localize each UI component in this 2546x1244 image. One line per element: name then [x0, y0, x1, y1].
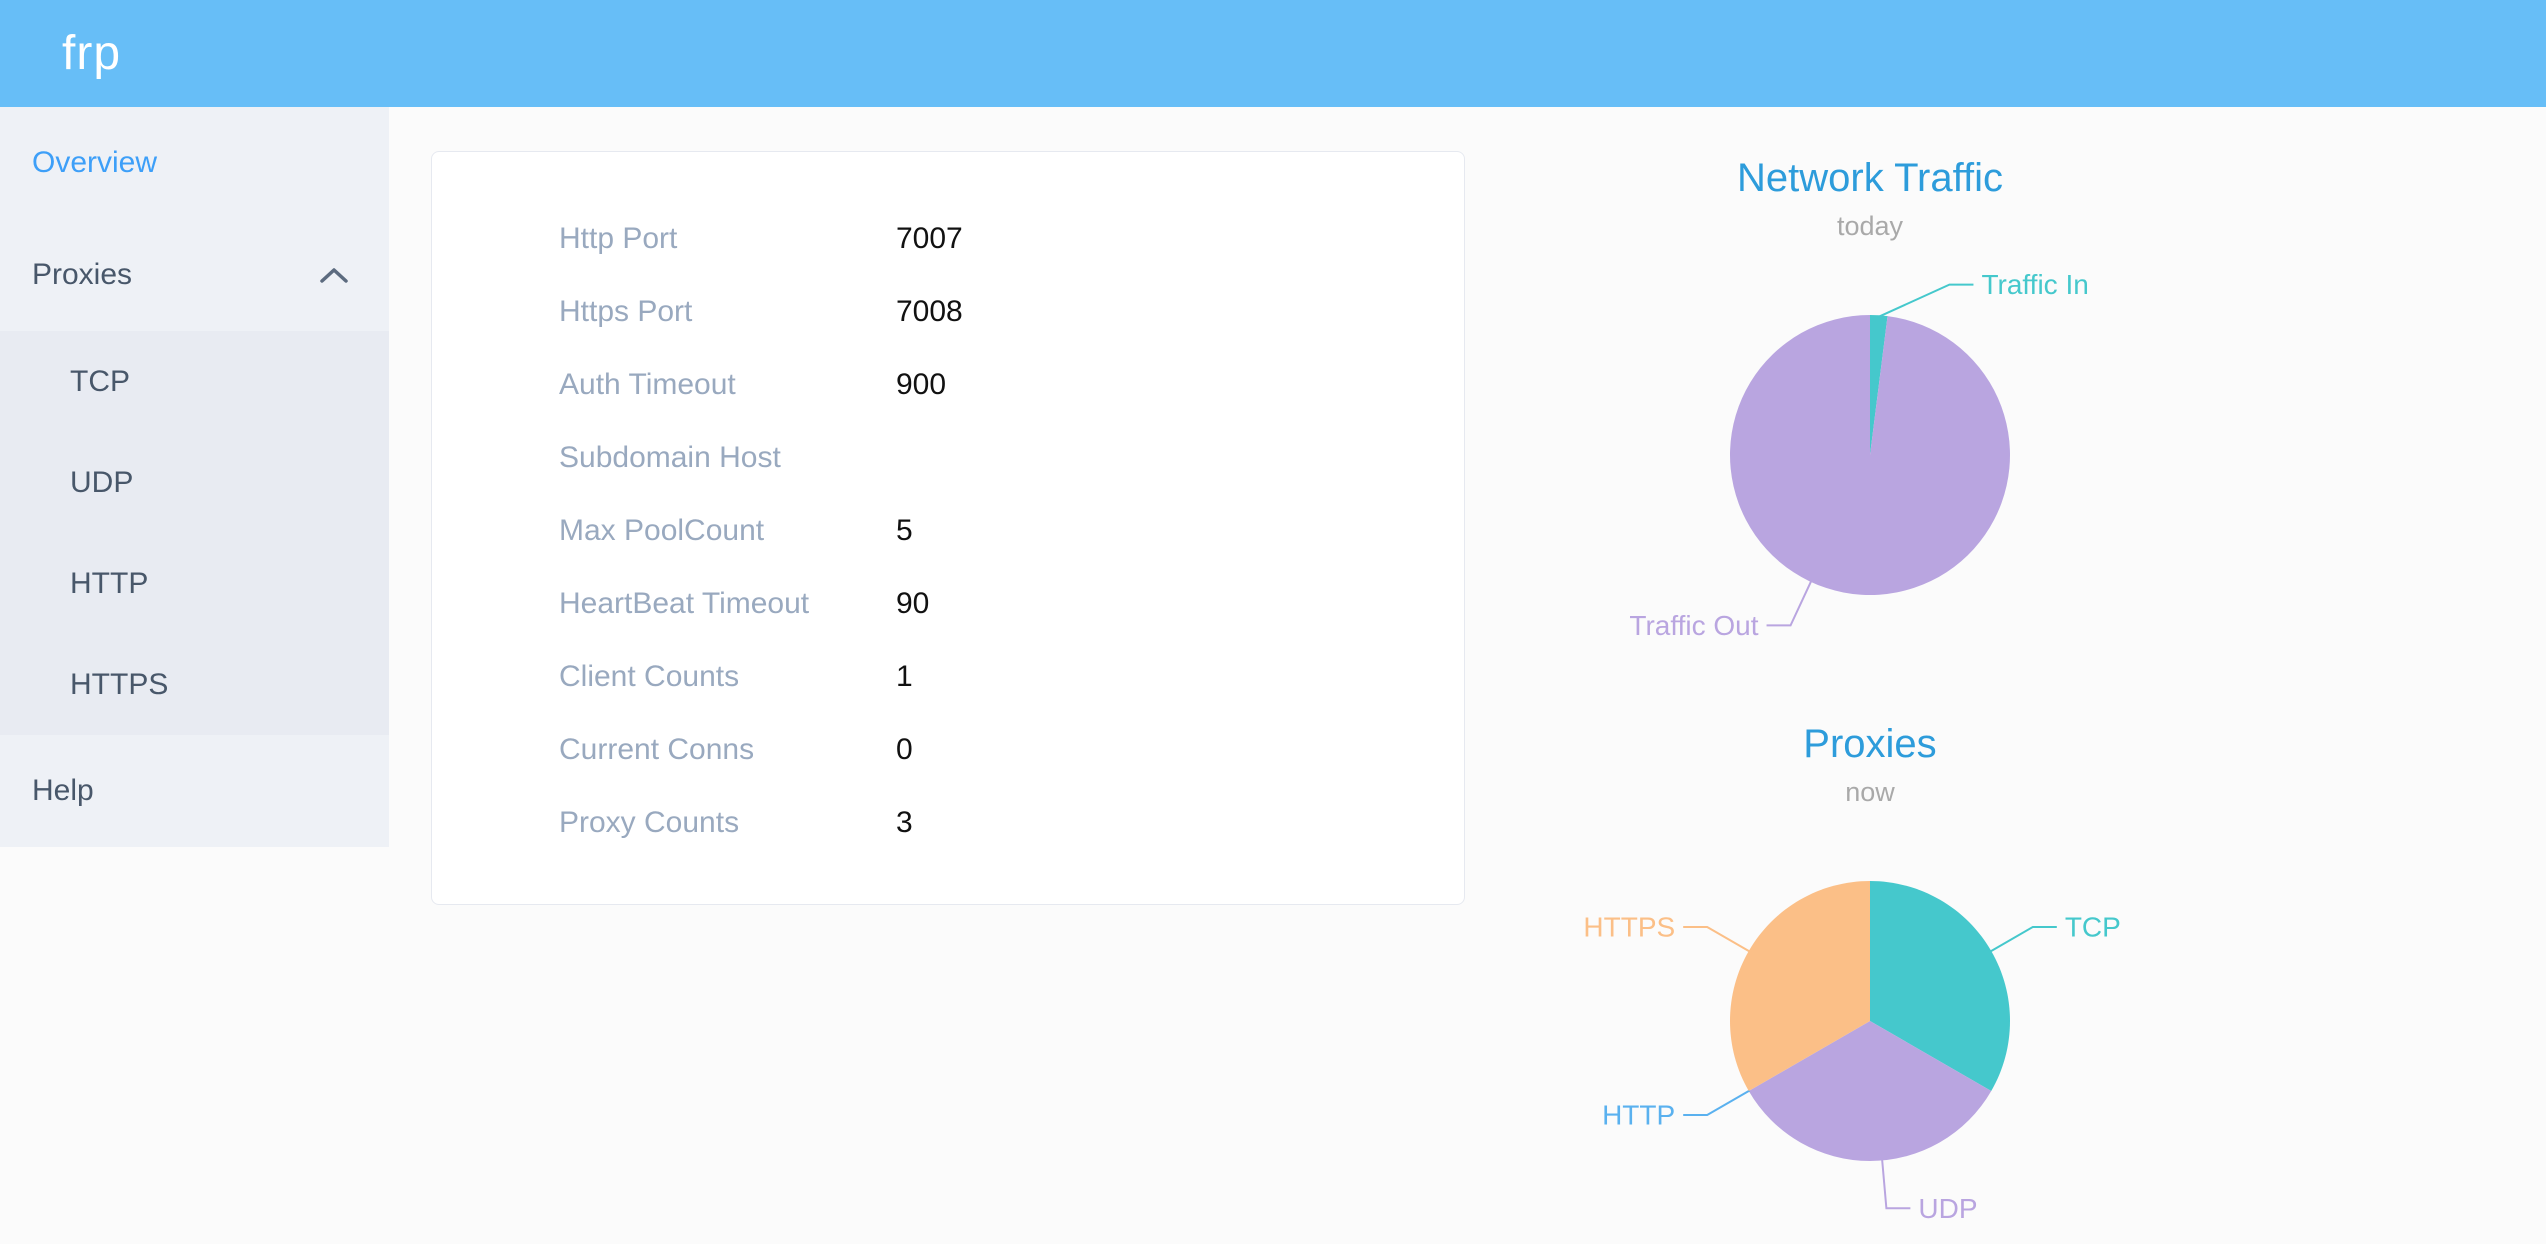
info-label: Client Counts [559, 659, 740, 693]
info-value: 7007 [896, 221, 963, 255]
sidebar-item-udp[interactable]: UDP [0, 432, 389, 533]
info-label: Https Port [559, 294, 693, 328]
chart-title: Network Traffic [1737, 156, 2003, 200]
pie-label-line-udp [1881, 1159, 1911, 1210]
info-row: HeartBeat Timeout 90 [432, 567, 1464, 640]
pie-label-tcp: TCP [2065, 912, 2121, 943]
info-value: 7008 [896, 294, 963, 328]
info-row: Proxy Counts 3 [432, 786, 1464, 859]
info-row: Max PoolCount 5 [432, 494, 1464, 567]
proxies-chart: Proxies now TCP UDP HTTP HTTPS [1550, 722, 2190, 1244]
chart-title: Proxies [1803, 722, 1937, 766]
pie-label-traffic-out: Traffic Out [1629, 610, 1758, 641]
info-row: Auth Timeout 900 [432, 348, 1464, 421]
info-row: Subdomain Host [432, 421, 1464, 494]
sidebar-item-proxies[interactable]: Proxies [0, 219, 389, 331]
info-value: 0 [896, 732, 913, 766]
pie-slice-traffic-in[interactable] [1870, 315, 1888, 455]
network-traffic-pie: Traffic In Traffic Out [1629, 269, 2088, 641]
info-label: HeartBeat Timeout [559, 586, 810, 620]
pie-label-line-https [1683, 926, 1751, 953]
sidebar-item-overview[interactable]: Overview [0, 107, 389, 219]
info-value: 3 [896, 805, 913, 839]
info-label: Current Conns [559, 732, 755, 766]
pie-label-udp: UDP [1918, 1193, 1977, 1224]
chart-subtitle: today [1836, 211, 1904, 241]
info-label: Proxy Counts [559, 805, 740, 839]
chevron-up-icon [319, 266, 349, 284]
sidebar-submenu-proxies: TCP UDP HTTP HTTPS [0, 331, 389, 735]
info-label: Http Port [559, 221, 678, 255]
info-row: Http Port 7007 [432, 202, 1464, 275]
sidebar-item-help[interactable]: Help [0, 735, 389, 847]
server-info-card: Http Port 7007 Https Port 7008 Auth Timeout 9… [431, 151, 1465, 905]
pie-slice-traffic-out[interactable] [1730, 315, 2010, 595]
sidebar-item-http[interactable]: HTTP [0, 533, 389, 634]
pie-slice-https[interactable] [1730, 881, 1870, 1091]
sidebar-item-label: UDP [70, 465, 134, 499]
sidebar-item-label: TCP [70, 364, 130, 398]
info-value: 900 [896, 367, 947, 401]
sidebar-item-label: HTTP [70, 566, 149, 600]
pie-label-line-traffic-out [1766, 580, 1813, 627]
chart-subtitle: now [1845, 777, 1895, 807]
sidebar-menu: Overview Proxies TCP UDP HTTP HTTPS [0, 107, 389, 847]
info-row: Client Counts 1 [432, 640, 1464, 713]
info-label: Subdomain Host [559, 440, 781, 474]
sidebar-item-tcp[interactable]: TCP [0, 331, 389, 432]
app-header: frp [0, 0, 2546, 107]
pie-slice-tcp[interactable] [1870, 881, 2010, 1091]
network-traffic-chart: Network Traffic today Traffic In Traffic … [1550, 156, 2190, 678]
info-value: 1 [896, 659, 913, 693]
frp-logo: frp [62, 27, 122, 80]
info-row: Current Conns 0 [432, 713, 1464, 786]
info-value: 5 [896, 513, 913, 547]
proxies-pie: TCP UDP HTTP HTTPS [1583, 881, 2121, 1224]
sidebar-item-label: Proxies [32, 258, 133, 291]
pie-label-line-traffic-in [1879, 283, 1974, 318]
info-row: Https Port 7008 [432, 275, 1464, 348]
pie-label-https: HTTPS [1583, 912, 1675, 943]
sidebar-item-https[interactable]: HTTPS [0, 634, 389, 735]
sidebar-item-label: Help [32, 774, 94, 807]
info-value: 90 [896, 586, 930, 620]
sidebar: Overview Proxies TCP UDP HTTP HTTPS [0, 107, 389, 847]
pie-label-http: HTTP [1602, 1100, 1675, 1131]
pie-label-traffic-in: Traffic In [1981, 269, 2088, 300]
info-label: Auth Timeout [559, 367, 736, 401]
info-label: Max PoolCount [559, 513, 765, 547]
sidebar-item-label: Overview [32, 146, 158, 179]
pie-label-line-tcp [1989, 926, 2057, 953]
sidebar-item-label: HTTPS [70, 667, 169, 701]
pie-label-line-http [1683, 1089, 1751, 1116]
